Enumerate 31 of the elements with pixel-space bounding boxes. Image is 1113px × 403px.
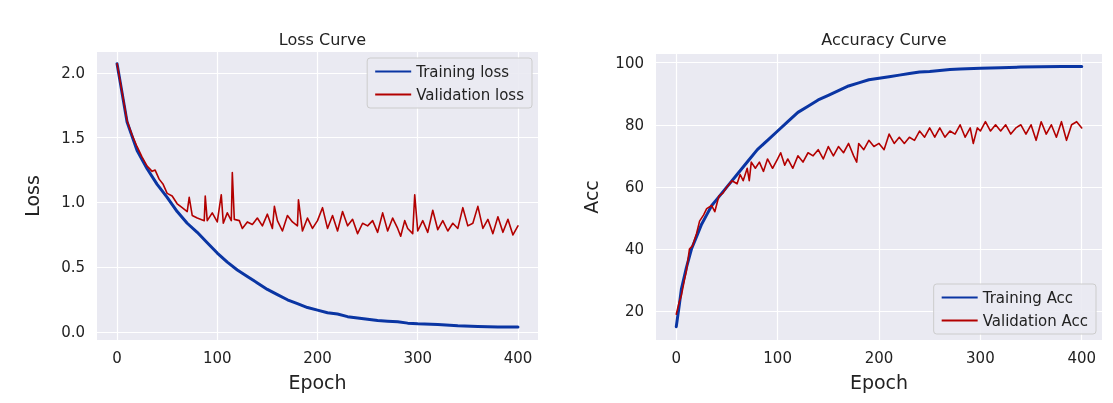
y-tick-label: 20 — [624, 302, 644, 321]
legend-label: Training loss — [415, 62, 510, 81]
legend-label: Validation loss — [416, 85, 525, 104]
y-tick-label: 1.0 — [61, 193, 85, 212]
x-tick-label: 400 — [503, 348, 533, 367]
x-tick-label: 200 — [864, 348, 894, 367]
x-tick-label: 100 — [202, 348, 232, 367]
x-tick-label: 300 — [966, 348, 995, 367]
x-tick-label: 400 — [1067, 348, 1097, 367]
chart-title: Loss Curve — [278, 29, 367, 49]
x-axis-title: Epoch — [849, 370, 909, 393]
y-tick-label: 100 — [615, 53, 644, 72]
x-tick-label: 200 — [303, 348, 332, 367]
x-tick-label: 0 — [671, 348, 682, 367]
x-axis-title: Epoch — [288, 370, 347, 393]
y-tick-label: 1.5 — [61, 128, 85, 147]
y-tick-label: 60 — [624, 177, 644, 196]
x-tick-label: 0 — [112, 348, 122, 367]
y-tick-label: 80 — [624, 115, 644, 134]
y-tick-label: 2.0 — [61, 63, 85, 82]
y-tick-label: 0.5 — [61, 258, 85, 277]
legend-label: Validation Acc — [982, 311, 1089, 330]
x-tick-label: 300 — [403, 348, 433, 367]
y-tick-label: 0.0 — [61, 323, 85, 342]
x-tick-label: 100 — [763, 348, 792, 367]
chart-title: Accuracy Curve — [821, 29, 947, 49]
line-series — [675, 120, 1083, 316]
y-axis-title: Loss — [20, 175, 43, 217]
y-axis-title: Acc — [579, 180, 602, 214]
legend-label: Training Acc — [981, 288, 1074, 307]
y-tick-label: 40 — [624, 240, 644, 259]
